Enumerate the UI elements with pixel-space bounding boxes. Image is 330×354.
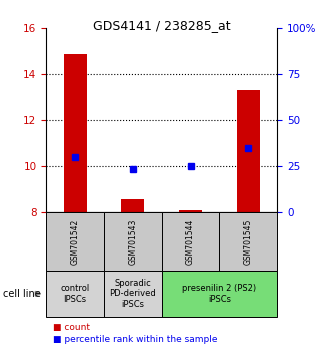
Text: GSM701543: GSM701543 [128,218,137,265]
Bar [46,212,104,271]
Text: Sporadic
PD-derived
iPSCs: Sporadic PD-derived iPSCs [110,279,156,309]
Text: GSM701545: GSM701545 [244,218,253,265]
Text: cell line: cell line [3,289,41,299]
Bar [121,199,145,212]
Text: presenilin 2 (PS2)
iPSCs: presenilin 2 (PS2) iPSCs [182,284,256,303]
Bar [104,271,162,317]
Text: GSM701542: GSM701542 [71,218,80,265]
Text: GSM701544: GSM701544 [186,218,195,265]
Text: ■ percentile rank within the sample: ■ percentile rank within the sample [53,335,217,344]
Bar [162,212,219,271]
Bar [162,271,277,317]
Bar [46,271,104,317]
Bar [179,210,202,212]
Bar [63,54,86,212]
Text: control
IPSCs: control IPSCs [60,284,90,303]
Bar [237,91,260,212]
Text: ■ count: ■ count [53,323,90,332]
Text: GDS4141 / 238285_at: GDS4141 / 238285_at [93,19,231,33]
Bar [104,212,162,271]
Bar [219,212,277,271]
